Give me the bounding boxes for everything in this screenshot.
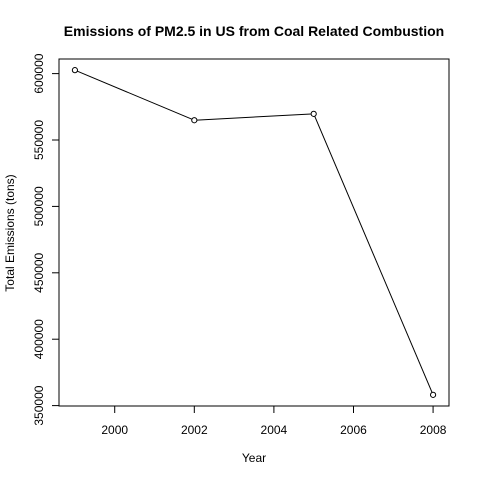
- x-tick-label: 2006: [340, 423, 367, 437]
- series-line-segment: [77, 70, 193, 120]
- series-line-segment: [314, 116, 433, 393]
- y-axis-label: Total Emissions (tons): [3, 174, 17, 291]
- y-tick-label: 600000: [32, 53, 46, 93]
- y-tick-label: 500000: [32, 186, 46, 226]
- x-tick-label: 2008: [420, 423, 447, 437]
- data-point: [310, 110, 317, 117]
- series-emissions: [71, 67, 437, 398]
- series-line-segment: [196, 113, 312, 121]
- x-axis-label: Year: [242, 451, 266, 465]
- x-tick-label: 2002: [181, 423, 208, 437]
- x-tick-label: 2004: [261, 423, 288, 437]
- chart-title: Emissions of PM2.5 in US from Coal Relat…: [64, 23, 444, 39]
- y-tick-label: 350000: [32, 385, 46, 425]
- x-tick-label: 2000: [101, 423, 128, 437]
- y-tick-label: 550000: [32, 120, 46, 160]
- data-point: [71, 67, 79, 74]
- y-tick-label: 450000: [32, 252, 46, 292]
- data-point: [191, 117, 198, 124]
- y-tick-label: 400000: [32, 319, 46, 359]
- data-point: [429, 391, 437, 398]
- y-axis: 350000 400000 450000 500000 550000 600000: [32, 53, 60, 426]
- x-axis: 2000 2002 2004 2006 2008: [101, 405, 447, 437]
- plot-frame: [58, 58, 450, 407]
